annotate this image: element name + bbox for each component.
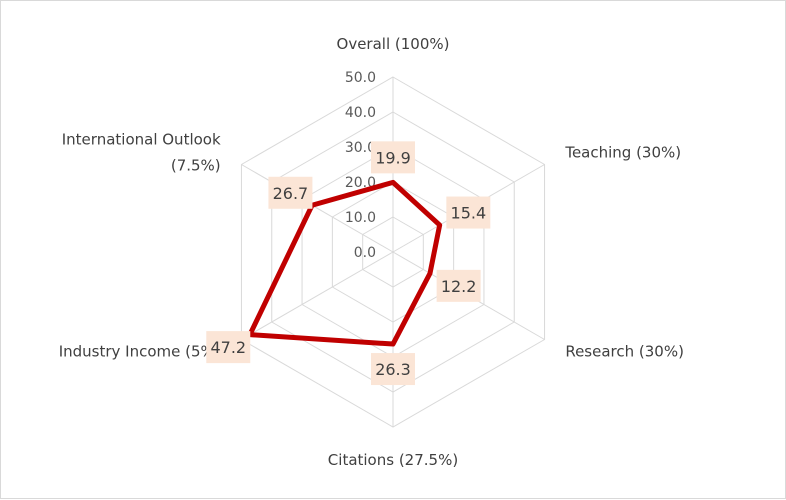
data-label-text: 19.9 <box>375 148 411 167</box>
axis-label: Research (30%) <box>565 343 684 361</box>
data-label-text: 47.2 <box>210 338 246 357</box>
axis-label-line: Citations (27.5%) <box>328 451 458 469</box>
data-label-box <box>206 331 251 364</box>
data-label: 12.2 <box>436 269 481 302</box>
axis-label: Overall (100%) <box>337 35 450 53</box>
axis-label: Industry Income (5%) <box>59 343 221 361</box>
axis-label: Teaching (30%) <box>564 144 681 162</box>
axis-label: International Outlook (7.5%) <box>62 131 221 175</box>
data-label: 26.3 <box>371 353 415 386</box>
axis-label-line: (7.5%) <box>171 157 221 175</box>
data-label-box <box>436 269 481 302</box>
data-label-text: 15.4 <box>451 204 487 223</box>
data-label: 19.9 <box>371 141 415 174</box>
tick-label: 10.0 <box>345 210 376 226</box>
tick-labels: 0.010.020.030.040.050.0 <box>345 70 376 261</box>
data-label: 47.2 <box>206 331 251 364</box>
data-label-box <box>446 196 491 229</box>
data-label-box <box>268 176 313 209</box>
axis-labels: Overall (100%) Teaching (30%) Research (30… <box>59 35 684 469</box>
axis-label-line: Industry Income (5%) <box>59 343 221 361</box>
axis-label-line: Research (30%) <box>565 343 684 361</box>
tick-label: 30.0 <box>345 140 376 156</box>
tick-label: 0.0 <box>354 245 376 261</box>
axis-label-line: Overall (100%) <box>337 35 450 53</box>
axis-label: Citations (27.5%) <box>328 451 458 469</box>
data-label-box <box>371 353 415 386</box>
data-label-text: 12.2 <box>441 277 477 296</box>
data-labels: 19.9 15.4 12.2 26.3 47.2 26.7 <box>206 141 491 386</box>
tick-label: 50.0 <box>345 70 376 86</box>
data-label: 26.7 <box>268 176 313 209</box>
data-label-text: 26.3 <box>375 360 411 379</box>
tick-label: 40.0 <box>345 105 376 121</box>
grid-spoke <box>241 164 394 253</box>
axis-label-line: Teaching (30%) <box>564 144 681 162</box>
data-label: 15.4 <box>446 196 491 229</box>
data-label-box <box>371 141 415 174</box>
grid-spoke <box>241 251 394 340</box>
data-label-text: 26.7 <box>273 184 309 203</box>
axis-label-line: International Outlook <box>62 131 221 149</box>
